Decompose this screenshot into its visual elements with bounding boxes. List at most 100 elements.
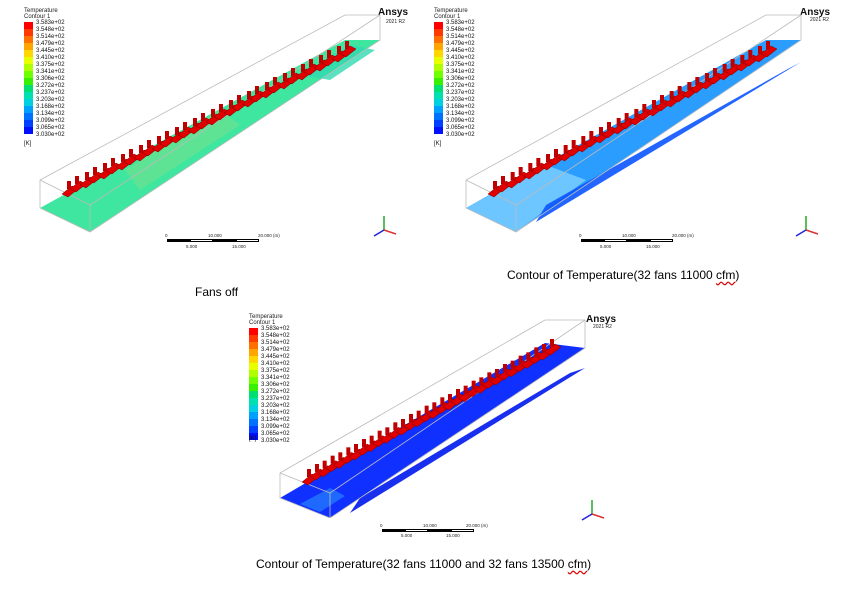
legend-color-bar [24,22,33,134]
fan-unit [331,41,357,63]
legend-level-label: 3.514e+02 [446,34,475,40]
legend-level-label: 3.099e+02 [261,424,290,430]
legend-swatch [249,384,258,391]
fan-unit [752,41,778,63]
legend-swatch [249,412,258,419]
caption-text: Contour of Temperature(32 fans 11000 [507,268,717,282]
legend-swatch [249,363,258,370]
legend-level-label: 3.341e+02 [261,375,290,381]
legend-swatch [24,50,33,57]
scale-tick-15: 15.000 [232,244,246,249]
panel-fans-off: Temperature Contour 1 3.583e+02 3.548e+02… [0,0,420,300]
legend-level-label: 3.306e+02 [446,76,475,82]
legend-level-label: 3.030e+02 [36,132,65,138]
legend-swatch [249,356,258,363]
legend-level-label: 3.099e+02 [446,118,475,124]
axis-triad [581,500,605,521]
legend-swatch [24,106,33,113]
legend-unit: [K] [249,436,257,442]
legend-subtitle: Contour 1 [434,14,461,20]
legend-swatch [249,328,258,335]
legend-swatch [249,335,258,342]
legend-swatch [249,349,258,356]
legend-level-label: 3.168e+02 [36,104,65,110]
legend-swatch [24,43,33,50]
panel-fans-11000-13500: Temperature Contour 1 3.583e+02 3.548e+02… [240,308,620,548]
legend-level-label: 3.203e+02 [446,97,475,103]
legend-swatch [249,426,258,433]
legend-title: Temperature [434,8,468,14]
legend-levels: 3.583e+02 3.548e+02 3.514e+02 3.479e+02 3.44… [36,20,65,139]
legend-level-label: 3.410e+02 [36,55,65,61]
ansys-logo: Ansys [378,7,409,18]
legend-swatch [434,57,443,64]
legend-swatch [24,120,33,127]
legend-level-label: 3.306e+02 [36,76,65,82]
scale-tick-20: 20.000 (m) [466,523,488,528]
legend-unit: [K] [24,141,32,147]
legend-level-label: 3.445e+02 [261,354,290,360]
scale-tick-15: 15.000 [446,533,460,538]
legend-level-label: 3.410e+02 [446,55,475,61]
legend-swatch [249,342,258,349]
legend-swatch [249,405,258,412]
scale-tick-10: 10.000 [423,523,437,528]
legend-level-label: 3.237e+02 [36,90,65,96]
scale-tick-0: 0 [165,233,168,238]
legend-unit: [K] [434,141,442,147]
legend-level-label: 3.479e+02 [446,41,475,47]
legend-level-label: 3.375e+02 [261,368,290,374]
caption-fans-11000: Contour of Temperature(32 fans 11000 cfm… [507,268,739,282]
legend-swatch [434,92,443,99]
ansys-version: 2021 R2 [386,19,405,25]
legend-swatch [24,64,33,71]
legend-swatch [434,120,443,127]
scale-tick-0: 0 [380,523,383,528]
legend-swatch [434,50,443,57]
legend-level-label: 3.030e+02 [261,438,290,444]
legend-swatch [24,113,33,120]
legend-level-label: 3.548e+02 [261,333,290,339]
legend-levels: 3.583e+02 3.548e+02 3.514e+02 3.479e+02 3.44… [261,326,290,445]
legend-level-label: 3.479e+02 [36,41,65,47]
legend-title: Temperature [249,314,283,320]
legend-swatch [434,71,443,78]
legend-level-label: 3.065e+02 [36,125,65,131]
ansys-version: 2021 R2 [593,324,612,330]
legend-level-label: 3.272e+02 [446,83,475,89]
scale-tick-5: 5.000 [401,533,413,538]
legend-level-label: 3.237e+02 [261,396,290,402]
legend-swatch [249,419,258,426]
geometry-view [465,14,802,233]
scale-bar [581,239,673,242]
legend-swatch [434,99,443,106]
caption-text: Contour of Temperature(32 fans 11000 and… [256,557,568,571]
legend-swatch [434,78,443,85]
scale-tick-0: 0 [579,233,582,238]
legend-swatch [434,43,443,50]
legend-level-label: 3.272e+02 [261,389,290,395]
caption-fans-off: Fans off [195,285,239,299]
legend-level-label: 3.203e+02 [261,403,290,409]
legend-level-label: 3.583e+02 [36,20,65,26]
legend-color-bar [434,22,443,134]
legend-level-label: 3.341e+02 [446,69,475,75]
legend-levels: 3.583e+02 3.548e+02 3.514e+02 3.479e+02 3.44… [446,20,475,139]
scale-tick-5: 5.000 [600,244,612,249]
legend-level-label: 3.030e+02 [446,132,475,138]
panel-fans-11000: Temperature Contour 1 3.583e+02 3.548e+02… [426,0,861,300]
legend-level-label: 3.134e+02 [446,111,475,117]
ansys-logo: Ansys [586,314,617,325]
legend-level-label: 3.203e+02 [36,97,65,103]
legend-swatch [24,99,33,106]
legend-level-label: 3.065e+02 [446,125,475,131]
legend-swatch [434,36,443,43]
fan-unit [536,339,562,361]
legend-level-label: 3.134e+02 [261,417,290,423]
legend-swatch [434,85,443,92]
ansys-logo: Ansys [800,7,831,18]
geometry-view [279,319,586,518]
legend-level-label: 3.583e+02 [261,326,290,332]
legend-level-label: 3.410e+02 [261,361,290,367]
legend-level-label: 3.341e+02 [36,69,65,75]
